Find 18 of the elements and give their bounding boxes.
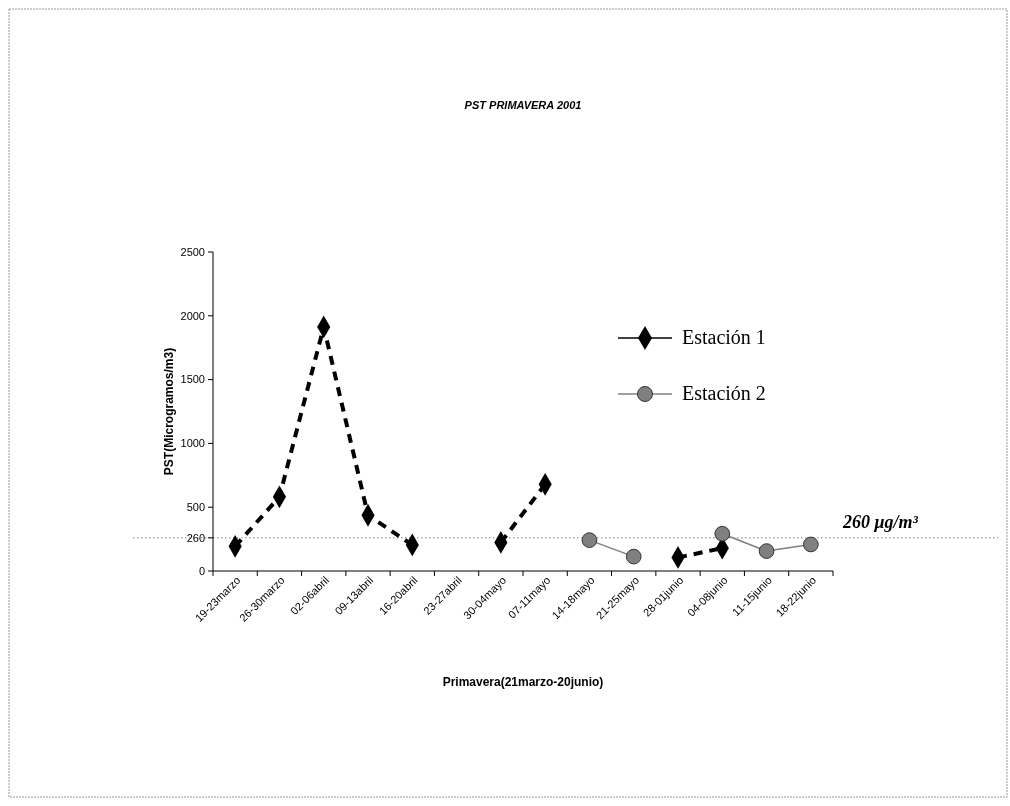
y-tick-label: 2500 [180, 245, 205, 258]
legend-label: Estación 1 [682, 326, 766, 348]
point [581, 532, 598, 548]
y-tick-label: 500 [186, 501, 205, 514]
y-tick-label: 0 [198, 564, 205, 577]
y-tick-label: 260 [186, 531, 205, 544]
x-axis-title: Primavera(21marzo-20junio) [442, 675, 604, 689]
y-axis-title: PST(Microgramos/m3) [162, 347, 176, 476]
y-tick-label: 1000 [180, 437, 205, 450]
point [625, 548, 642, 565]
ref-line-label: 260 μg/m³ [842, 511, 919, 532]
chart-title: PST PRIMAVERA 2001 [464, 99, 582, 111]
point [758, 543, 775, 559]
y-tick-label: 2000 [180, 309, 205, 322]
point [714, 525, 731, 542]
legend-label: Estación 2 [682, 382, 766, 404]
point [803, 536, 819, 553]
y-tick-label: 1500 [180, 373, 205, 386]
